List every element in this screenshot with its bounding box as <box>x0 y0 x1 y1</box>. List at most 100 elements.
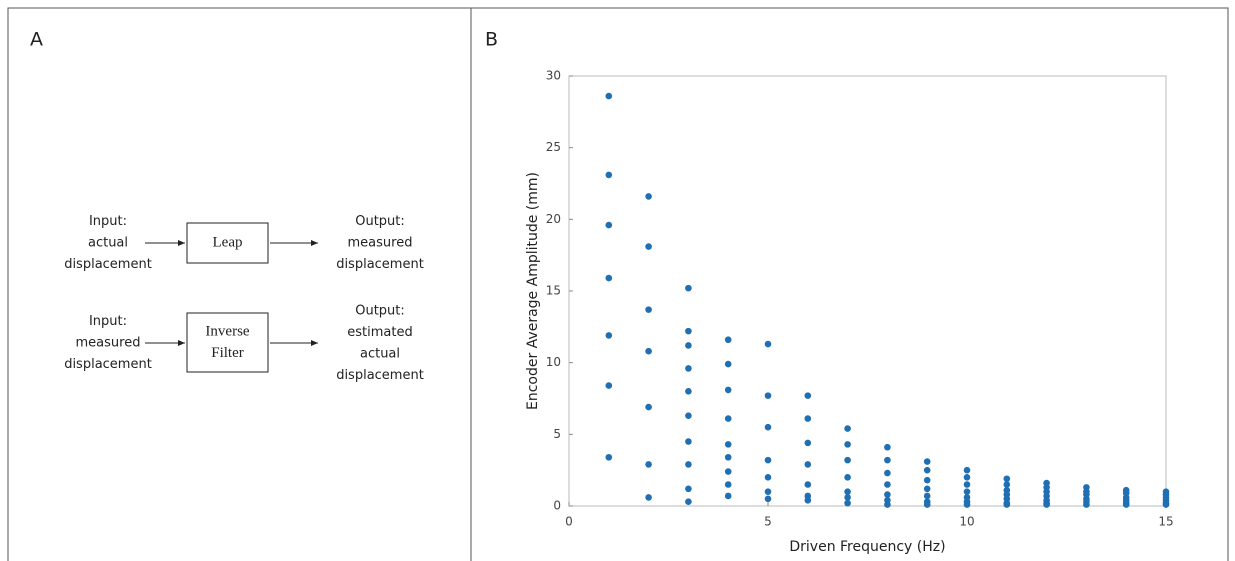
y-tick-label: 20 <box>546 212 561 226</box>
point <box>645 347 652 355</box>
block-label: Filter <box>211 345 244 361</box>
point <box>724 468 732 475</box>
panel-label: A <box>30 29 43 51</box>
point <box>1043 501 1050 508</box>
point <box>605 221 613 229</box>
output-label: estimated <box>347 325 412 340</box>
point <box>1003 481 1011 488</box>
point <box>804 496 812 504</box>
point <box>605 382 613 389</box>
y-tick-label: 10 <box>546 355 561 369</box>
point <box>645 243 652 250</box>
y-tick-label: 25 <box>546 140 561 154</box>
point <box>844 425 851 432</box>
point <box>884 469 891 477</box>
output-label: displacement <box>336 368 424 383</box>
output-label: displacement <box>336 257 424 272</box>
point <box>1003 475 1011 483</box>
point <box>724 336 732 344</box>
x-tick-label: 5 <box>764 515 772 529</box>
point <box>605 92 613 100</box>
block <box>186 312 269 373</box>
output-label: Output: <box>355 214 405 229</box>
point <box>804 481 812 488</box>
point <box>804 439 812 447</box>
point <box>923 466 931 474</box>
point <box>884 501 891 508</box>
point <box>645 494 652 501</box>
input-label: displacement <box>64 257 152 272</box>
point <box>844 441 851 448</box>
point <box>844 499 851 507</box>
point <box>844 474 851 481</box>
point <box>605 332 613 339</box>
x-tick-label: 15 <box>1158 515 1173 529</box>
y-tick-label: 0 <box>553 499 561 513</box>
point <box>685 365 692 372</box>
point <box>724 360 732 368</box>
point <box>645 306 652 313</box>
point <box>1083 501 1090 508</box>
point <box>724 386 732 394</box>
point <box>724 415 732 422</box>
input-label: actual <box>88 236 128 251</box>
point <box>963 466 971 474</box>
point <box>1003 501 1011 508</box>
y-tick-label: 30 <box>546 69 561 83</box>
point <box>884 491 891 498</box>
point <box>685 438 692 445</box>
x-tick-label: 0 <box>565 515 573 529</box>
point <box>645 403 652 411</box>
point <box>764 474 772 481</box>
point <box>844 456 851 464</box>
point <box>804 392 812 399</box>
point <box>884 456 891 464</box>
point <box>844 494 851 501</box>
input-label: Input: <box>89 314 127 329</box>
point <box>923 501 931 508</box>
point <box>764 392 772 399</box>
y-tick-label: 5 <box>553 427 561 441</box>
y-tick-label: 15 <box>546 284 561 298</box>
block <box>186 222 269 264</box>
x-axis-label: Driven Frequency (Hz) <box>789 539 945 555</box>
panel-label: B <box>485 29 498 51</box>
point <box>605 453 613 461</box>
point <box>605 274 613 282</box>
point <box>764 456 772 464</box>
x-tick-label: 10 <box>959 515 974 529</box>
point <box>764 488 772 495</box>
output-label: measured <box>348 236 413 251</box>
point <box>605 171 613 179</box>
block-label: Leap <box>213 234 243 250</box>
point <box>685 485 692 493</box>
point <box>685 498 692 506</box>
output-label: Output: <box>355 303 405 318</box>
point <box>724 453 732 461</box>
y-axis-label: Encoder Average Amplitude (mm) <box>525 172 541 410</box>
point <box>963 481 971 488</box>
frame <box>7 7 1229 561</box>
point <box>724 441 732 448</box>
point <box>1162 501 1170 508</box>
point <box>645 461 652 468</box>
point <box>923 492 931 500</box>
point <box>923 485 931 493</box>
point <box>764 340 772 348</box>
input-label: Input: <box>89 214 127 229</box>
point <box>963 474 971 481</box>
point <box>685 284 692 292</box>
point <box>963 501 971 508</box>
point <box>685 461 692 468</box>
point <box>804 415 812 422</box>
block-label: Inverse <box>205 324 249 340</box>
point <box>724 481 732 488</box>
point <box>923 458 931 465</box>
point <box>764 495 772 503</box>
point <box>884 481 891 488</box>
input-label: measured <box>76 336 141 351</box>
point <box>685 327 692 335</box>
point <box>884 443 891 451</box>
point <box>963 488 971 495</box>
